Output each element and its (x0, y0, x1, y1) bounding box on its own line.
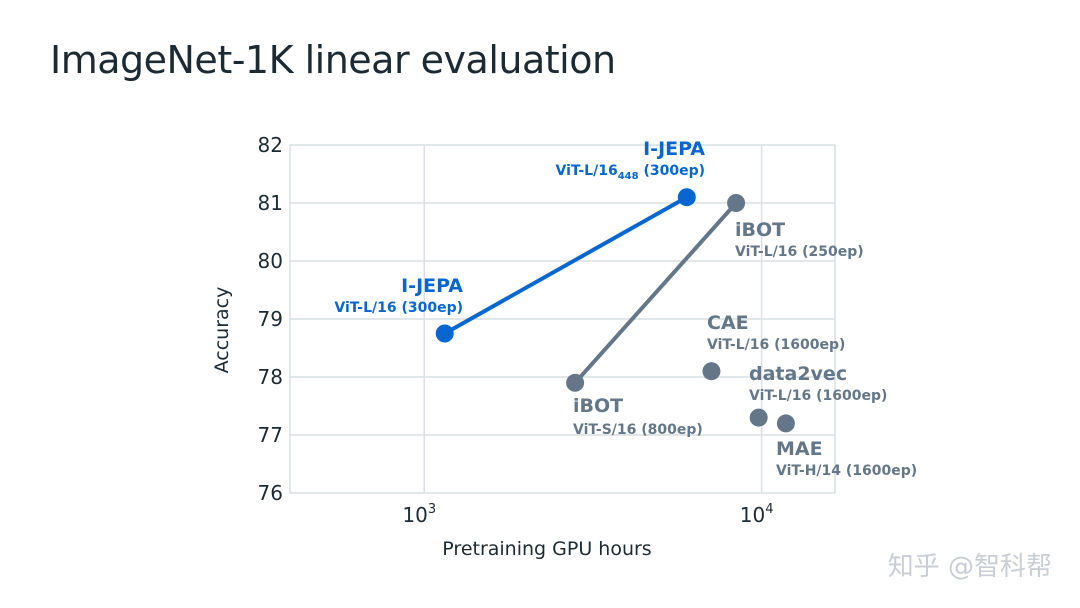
data-labels: I-JEPA ViT-L/16 (300ep) I-JEPA ViT-L/16448 … (334, 138, 917, 479)
y-tick-label: 76 (258, 481, 283, 505)
point-desc-label: ViT-H/14 (1600ep) (776, 463, 917, 479)
point-name-label: data2vec (749, 363, 847, 385)
point-desc-label: ViT-L/16 (1600ep) (749, 388, 887, 404)
ibot-point (727, 194, 746, 212)
mae-point (776, 414, 795, 433)
desc-main: ViT-L/16 (300ep) (334, 300, 463, 316)
x-axis-label: Pretraining GPU hours (442, 538, 651, 560)
series-lines (442, 195, 739, 385)
ibot-series-line (573, 201, 739, 385)
point-desc-label: ViT-L/16 (250ep) (735, 244, 864, 260)
desc-main: ViT-S/16 (800ep) (573, 422, 703, 438)
data-points (435, 188, 795, 433)
point-name-label: CAE (707, 312, 749, 334)
desc-tail: (300ep) (639, 163, 705, 179)
desc-main: ViT-L/16 (250ep) (735, 244, 864, 260)
cae-point (702, 362, 721, 381)
y-tick-label: 80 (258, 249, 283, 273)
point-desc-label: ViT-L/16 (1600ep) (707, 337, 845, 353)
ibot-point (566, 373, 585, 392)
desc-main: ViT-L/16 (555, 163, 617, 179)
y-axis-label: Accuracy (211, 287, 233, 374)
x-tick-label: 104 (740, 502, 774, 527)
desc-main: ViT-H/14 (1600ep) (776, 463, 917, 479)
y-tick-label: 79 (258, 307, 283, 331)
jepa-series-line (442, 195, 689, 336)
jepa-point (677, 188, 696, 207)
watermark: 知乎 @智科帮 (887, 552, 1052, 582)
desc-subscript: 448 (618, 171, 639, 182)
y-tick-label: 78 (258, 365, 283, 389)
x-tick-exponent: 3 (428, 502, 436, 517)
point-name-label: I-JEPA (643, 138, 705, 160)
desc-main: ViT-L/16 (1600ep) (707, 337, 845, 353)
desc-main: ViT-L/16 (1600ep) (749, 388, 887, 404)
point-name-label: iBOT (735, 219, 785, 241)
y-tick-label: 77 (258, 423, 283, 447)
jepa-point (435, 324, 454, 343)
point-desc-label: ViT-L/16 (300ep) (334, 300, 463, 316)
x-tick-label: 103 (402, 502, 436, 527)
chart-title: ImageNet-1K linear evaluation (50, 38, 616, 82)
point-name-label: MAE (776, 438, 823, 460)
point-desc-label: ViT-L/16448 (300ep) (555, 163, 705, 182)
data2vec-point (749, 408, 768, 427)
y-tick-label: 82 (258, 133, 283, 157)
point-desc-label: ViT-S/16 (800ep) (573, 422, 703, 438)
y-tick-label: 81 (258, 191, 283, 215)
point-name-label: iBOT (573, 395, 623, 417)
x-tick-exponent: 4 (765, 502, 773, 517)
point-name-label: I-JEPA (401, 275, 463, 297)
grid (289, 144, 836, 494)
